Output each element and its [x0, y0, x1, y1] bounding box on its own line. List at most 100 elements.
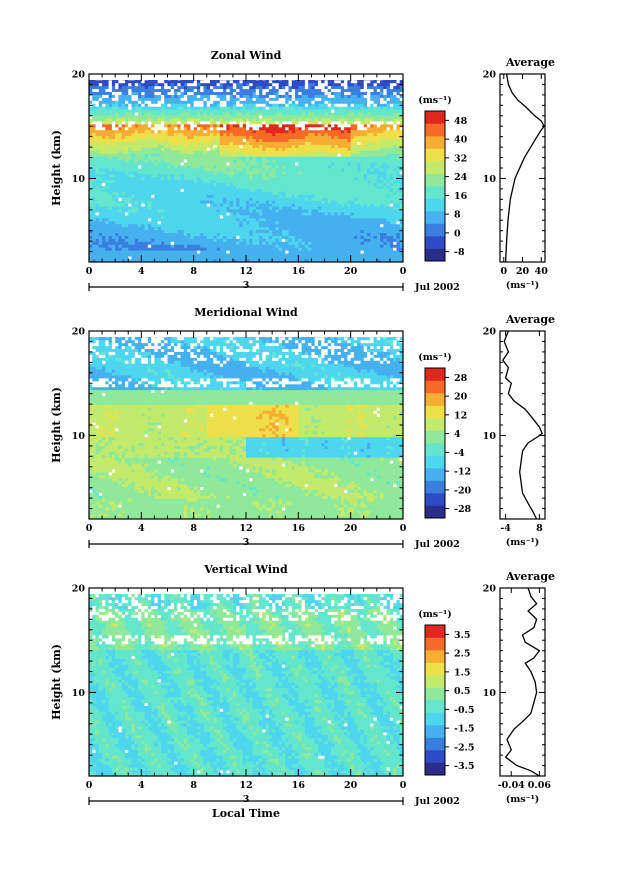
heatmap-cell [304, 168, 309, 172]
heatmap-cell [102, 232, 106, 236]
heatmap-cell [210, 250, 214, 254]
heatmap-cell [249, 223, 253, 228]
heatmap-cell [151, 147, 155, 151]
heatmap-cell [170, 253, 175, 257]
heatmap-cell [311, 206, 316, 210]
heatmap-cell [134, 85, 139, 90]
heatmap-cell [242, 253, 247, 257]
heatmap-cell [321, 220, 325, 225]
heatmap-cell [164, 253, 168, 257]
heatmap-cell [180, 132, 185, 137]
heatmap-cell [128, 79, 132, 84]
heatmap-cell [200, 123, 204, 128]
heatmap-cell [170, 123, 175, 128]
heatmap-cell [105, 97, 110, 101]
heatmap-cell [259, 115, 263, 119]
heatmap-cell [95, 88, 100, 93]
heatmap-cell [301, 91, 306, 95]
heatmap-cell [200, 106, 204, 110]
heatmap-cell [124, 126, 129, 131]
heatmap-cell [246, 194, 250, 198]
heatmap-cell [193, 109, 198, 113]
heatmap-cell [249, 79, 253, 84]
heatmap-cell [210, 256, 214, 260]
heatmap-cell [229, 194, 234, 198]
heatmap-cell [308, 135, 312, 140]
heatmap-cell [170, 94, 175, 98]
heatmap-cell [242, 185, 247, 189]
heatmap-cell [334, 191, 338, 195]
heatmap-cell [121, 247, 126, 251]
heatmap-cell [226, 138, 231, 142]
heatmap-cell [170, 244, 175, 248]
heatmap-cell [321, 238, 325, 242]
heatmap-cell [278, 220, 283, 225]
heatmap-cell [278, 244, 283, 248]
heatmap-cell [304, 150, 309, 154]
heatmap-cell [147, 147, 152, 151]
heatmap-cell [314, 170, 319, 175]
heatmap-cell [317, 188, 322, 192]
heatmap-cell [304, 223, 309, 228]
heatmap-cell [108, 256, 113, 260]
heatmap-cell [295, 194, 299, 198]
heatmap-cell [196, 212, 201, 216]
heatmap-cell [89, 115, 93, 119]
heatmap-cell [124, 135, 129, 140]
heatmap-cell [278, 129, 283, 134]
heatmap-cell [285, 215, 289, 219]
heatmap-cell [255, 250, 260, 254]
heatmap-cell [288, 115, 293, 119]
heatmap-cell [95, 256, 100, 260]
heatmap-cell [210, 209, 214, 213]
heatmap-cell [164, 100, 168, 104]
heatmap-cell [242, 159, 247, 163]
heatmap-cell [285, 173, 289, 178]
heatmap-cell [216, 150, 221, 154]
heatmap-cell [115, 118, 119, 122]
heatmap-cell [111, 259, 116, 263]
heatmap-cell [272, 144, 276, 148]
heatmap-cell [98, 223, 103, 228]
heatmap-cell [268, 162, 273, 166]
heatmap-cell [285, 135, 289, 140]
heatmap-cell [210, 138, 214, 142]
heatmap-cell [157, 203, 162, 207]
heatmap-cell [151, 144, 155, 148]
heatmap-cell [131, 209, 136, 213]
heatmap-cell [242, 226, 247, 231]
heatmap-cell [262, 94, 267, 98]
heatmap-cell [128, 91, 132, 95]
heatmap-cell [187, 141, 191, 145]
heatmap-cell [187, 217, 191, 222]
heatmap-cell [239, 159, 244, 163]
heatmap-cell [141, 226, 145, 231]
heatmap-cell [128, 220, 132, 225]
heatmap-cell [308, 253, 312, 257]
heatmap-cell [311, 97, 316, 101]
heatmap-cell [236, 109, 240, 113]
heatmap-cell [242, 179, 247, 184]
heatmap-cell [232, 194, 237, 198]
heatmap-cell [285, 194, 289, 198]
heatmap-cell [134, 82, 139, 87]
heatmap-cell [174, 112, 178, 116]
heatmap-cell [170, 153, 175, 157]
heatmap-cell [213, 185, 217, 189]
heatmap-cell [196, 168, 201, 172]
heatmap-cell [314, 212, 319, 216]
heatmap-cell [236, 238, 240, 242]
heatmap-cell [236, 132, 240, 137]
heatmap-cell [102, 170, 106, 175]
heatmap-cell [288, 150, 293, 154]
heatmap-cell [213, 88, 217, 93]
heatmap-cell [311, 115, 316, 119]
heatmap-cell [331, 91, 335, 95]
heatmap-cell [154, 135, 159, 140]
heatmap-cell [268, 82, 273, 87]
heatmap-cell [89, 173, 93, 178]
heatmap-cell [327, 156, 332, 160]
heatmap-cell [255, 253, 260, 257]
heatmap-cell [295, 115, 299, 119]
heatmap-cell [183, 244, 188, 248]
